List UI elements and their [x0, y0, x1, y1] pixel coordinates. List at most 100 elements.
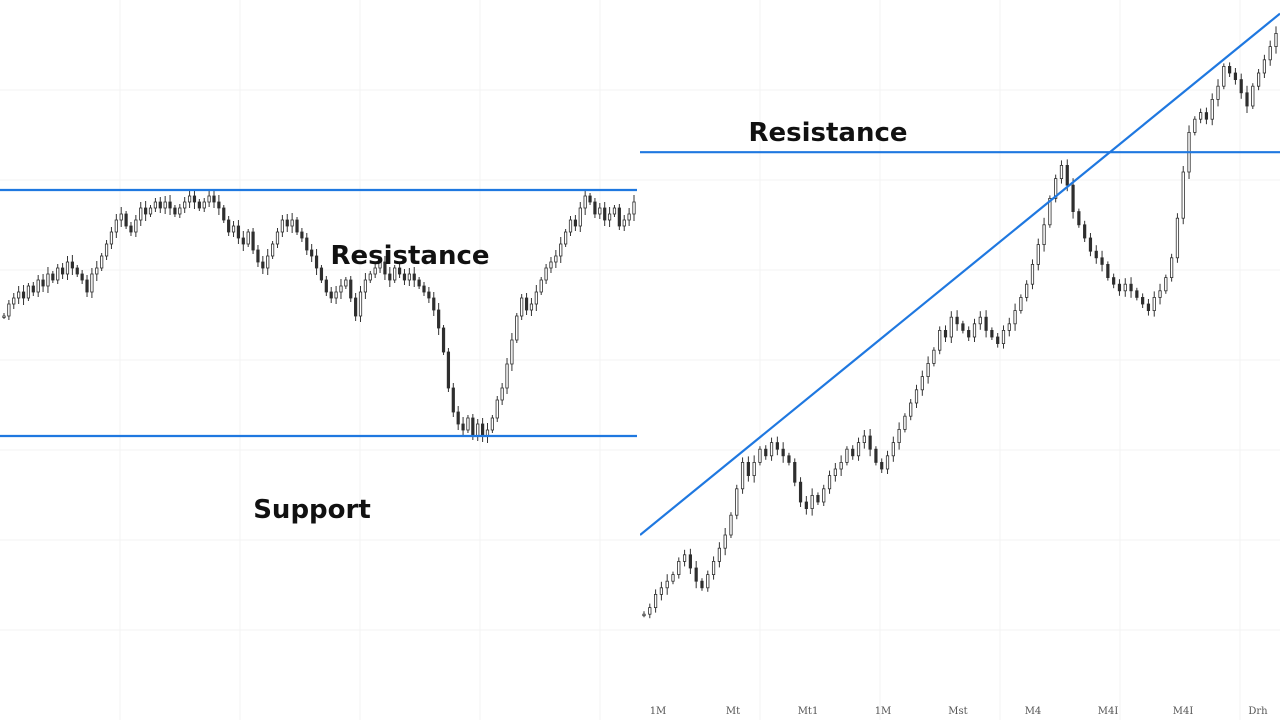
candle-body: [163, 201, 167, 209]
candle-body: [903, 415, 907, 430]
candle-body: [781, 448, 785, 457]
candle-body: [740, 461, 745, 490]
x-tick-label: M4I: [1098, 706, 1119, 717]
candle-body: [1146, 303, 1151, 311]
candle-body: [104, 243, 109, 257]
candle-body: [246, 231, 250, 245]
candle-body: [598, 207, 602, 215]
candle-body: [967, 329, 971, 338]
candle-body: [261, 261, 265, 269]
candle-body: [539, 279, 543, 293]
candle-body: [1054, 178, 1058, 199]
candle-body: [746, 461, 750, 476]
candle-body: [144, 207, 148, 215]
candle-body: [1065, 164, 1069, 186]
candle-body: [769, 442, 774, 457]
candle-body: [441, 327, 446, 353]
candle-body: [845, 448, 849, 463]
candle-body: [804, 501, 808, 509]
candle-body: [868, 435, 872, 450]
candle-body: [275, 231, 280, 245]
candle-body: [1129, 283, 1133, 292]
candle-body: [95, 267, 99, 275]
candle-body: [822, 488, 826, 503]
candle-body: [932, 349, 936, 364]
candle-body: [1170, 257, 1174, 278]
candle-body: [271, 243, 275, 257]
candle-body: [1210, 99, 1214, 120]
candle-body: [603, 207, 607, 221]
candle-body: [972, 323, 977, 338]
trendline: [640, 12, 1280, 536]
candle-body: [833, 468, 837, 476]
candle-body: [134, 219, 138, 233]
candle-body: [607, 213, 612, 221]
candle-body: [217, 201, 221, 209]
candle-body: [1233, 72, 1238, 80]
x-tick-label: M4: [1025, 706, 1042, 717]
candle-body: [227, 219, 231, 233]
candle-body: [1181, 171, 1185, 219]
candle-body: [17, 291, 21, 299]
candle-body: [648, 607, 652, 615]
candle-body: [7, 303, 11, 317]
candle-body: [534, 291, 538, 305]
candle-body: [700, 580, 704, 589]
candle-body: [1199, 112, 1203, 120]
candle-body: [1228, 66, 1232, 74]
candle-body: [671, 574, 675, 582]
candle-body: [412, 273, 416, 281]
candle-body: [373, 267, 377, 275]
candle-body: [578, 207, 582, 227]
candle-body: [207, 195, 211, 203]
candle-body: [222, 207, 226, 221]
candle-body: [1164, 277, 1168, 292]
x-tick-label: M4I: [1173, 706, 1194, 717]
candle-body: [1071, 184, 1075, 212]
candle-body: [1193, 118, 1197, 133]
candle-body: [266, 255, 270, 269]
candle-body: [46, 273, 50, 287]
candle-body: [139, 207, 143, 221]
candle-body: [810, 494, 814, 509]
candle-body: [961, 323, 965, 331]
candle-body: [1042, 224, 1046, 246]
candle-body: [688, 554, 692, 569]
candle-body: [427, 291, 431, 299]
candle-body: [891, 442, 895, 457]
candle-body: [1013, 310, 1017, 325]
candle-body: [1123, 283, 1127, 292]
candle-body: [1262, 59, 1267, 74]
candle-body: [816, 494, 820, 503]
candle-body: [241, 237, 245, 245]
candle-body: [153, 201, 157, 209]
candle-body: [515, 315, 519, 341]
candle-body: [1036, 244, 1040, 265]
candle-body: [617, 207, 621, 227]
candle-body: [1175, 217, 1180, 259]
candle-body: [85, 279, 89, 293]
candle-body: [129, 225, 133, 233]
candle-body: [622, 219, 626, 227]
candle-body: [1158, 290, 1162, 298]
candle-body: [996, 336, 1000, 344]
candle-body: [1268, 46, 1272, 61]
candle-body: [119, 213, 123, 221]
candle-body: [978, 316, 982, 325]
candle-body: [476, 423, 480, 437]
candle-body: [397, 267, 402, 275]
candle-body: [856, 442, 861, 457]
candle-body: [798, 481, 803, 503]
x-tick-label: Mt: [726, 706, 740, 717]
candle-body: [456, 411, 460, 425]
candle-body: [1019, 296, 1023, 311]
candle-body: [388, 273, 392, 281]
right-candles: [642, 26, 1278, 619]
candle-body: [1106, 263, 1110, 278]
candle-body: [236, 225, 241, 239]
candle-body: [90, 273, 94, 293]
candle-body: [694, 567, 698, 582]
candle-body: [1245, 92, 1249, 107]
candle-body: [407, 273, 411, 281]
candle-body: [256, 249, 260, 263]
